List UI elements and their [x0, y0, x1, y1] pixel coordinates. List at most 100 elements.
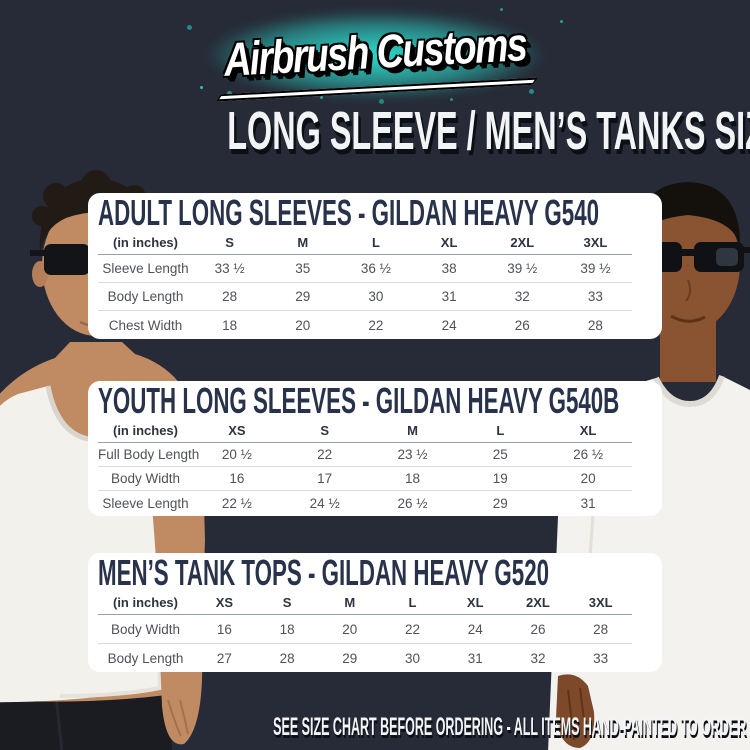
size-column-header: L: [496, 423, 505, 438]
size-value: 33: [593, 651, 609, 666]
size-value: 17: [317, 471, 333, 486]
row-label: Full Body Length: [98, 447, 200, 462]
table-row: Body Width 16 18 20 22 24 26 28: [98, 615, 632, 644]
table-row: Chest Width 18 20 22 24 26 28: [98, 311, 632, 339]
row-label: Chest Width: [108, 317, 183, 333]
table-header-row: (in inches) XS S M L XL 2XL 3XL: [98, 591, 632, 615]
youth-table-title: YOUTH LONG SLEEVES - GILDAN HEAVY G540B: [98, 380, 620, 421]
size-column-header: XL: [579, 423, 597, 438]
size-value: 29: [342, 651, 358, 666]
unit-label: (in inches): [112, 235, 178, 250]
table-row: Body Length 27 28 29 30 31 32 33: [98, 644, 632, 673]
size-value: 33 ½: [214, 261, 245, 276]
size-value: 31: [467, 651, 483, 666]
size-value: 18: [222, 317, 238, 333]
size-value: 35: [295, 261, 311, 276]
size-value: 22: [405, 621, 421, 637]
size-value: 26 ½: [397, 495, 428, 511]
size-value: 22: [368, 317, 384, 333]
size-value: 28: [587, 317, 603, 333]
size-value: 24: [441, 317, 457, 333]
size-value: 29: [295, 289, 311, 304]
size-column-header: L: [371, 235, 380, 250]
size-column-header: XS: [215, 595, 234, 610]
row-label: Body Length: [107, 651, 184, 666]
size-column-header: L: [408, 595, 417, 610]
size-value: 20: [580, 471, 596, 486]
size-value: 39 ½: [580, 261, 611, 276]
table-row: Sleeve Length 33 ½ 35 36 ½ 38 39 ½ 39 ½: [98, 255, 632, 283]
youth-long-sleeves-card: YOUTH LONG SLEEVES - GILDAN HEAVY G540B …: [88, 381, 662, 516]
size-value: 26: [514, 317, 530, 333]
size-value: 26: [530, 621, 546, 637]
size-value: 28: [593, 621, 609, 637]
adult-size-table: (in inches) S M L XL 2XL 3XL Sleeve Length 33 ½ 3…: [98, 231, 632, 339]
size-value: 25: [492, 447, 508, 462]
size-column-header: XL: [466, 595, 484, 610]
tanks-size-table: (in inches) XS S M L XL 2XL 3XL Body Width 16 18 20…: [98, 591, 632, 673]
size-value: 18: [279, 621, 295, 637]
row-label: Body Length: [107, 289, 184, 304]
size-value: 16: [229, 471, 245, 486]
row-label: Body Width: [110, 621, 181, 637]
size-value: 31: [441, 289, 457, 304]
size-value: 22: [317, 447, 333, 462]
size-value: 18: [404, 471, 420, 486]
size-value: 30: [405, 651, 421, 666]
page-title: LONG SLEEVE / MEN’S TANKS SIZE CHART: [227, 101, 750, 161]
table-row: Full Body Length 20 ½ 22 23 ½ 25 26 ½: [98, 443, 632, 467]
row-label: Sleeve Length: [102, 495, 189, 511]
size-value: 20: [295, 317, 311, 333]
youth-size-table: (in inches) XS S M L XL Full Body Length 20 ½ 22…: [98, 419, 632, 515]
size-value: 28: [279, 651, 295, 666]
size-value: 31: [580, 495, 596, 511]
size-value: 29: [492, 495, 508, 511]
table-row: Body Length 28 29 30 31 32 33: [98, 283, 632, 311]
size-column-header: 2XL: [526, 595, 550, 610]
table-row: Sleeve Length 22 ½ 24 ½ 26 ½ 29 31: [98, 491, 632, 515]
size-column-header: XL: [440, 235, 458, 250]
size-column-header: XS: [228, 423, 246, 438]
size-value: 32: [514, 289, 530, 304]
size-column-header: S: [282, 595, 292, 610]
size-value: 32: [530, 651, 546, 666]
row-label: Sleeve Length: [102, 261, 189, 276]
size-column-header: M: [297, 235, 309, 250]
size-column-header: 2XL: [510, 235, 535, 250]
footer-note: SEE SIZE CHART BEFORE ORDERING - ALL ITE…: [272, 713, 746, 741]
size-value: 30: [368, 289, 384, 304]
unit-label: (in inches): [112, 595, 178, 610]
size-value: 16: [216, 621, 232, 637]
size-value: 19: [492, 471, 508, 486]
size-value: 38: [441, 261, 457, 276]
size-value: 20 ½: [221, 447, 252, 462]
adult-table-title: ADULT LONG SLEEVES - GILDAN HEAVY G540: [98, 192, 600, 233]
size-value: 39 ½: [507, 261, 538, 276]
size-column-header: 3XL: [588, 595, 613, 610]
size-column-header: M: [407, 423, 418, 438]
size-value: 24 ½: [309, 495, 340, 511]
table-header-row: (in inches) S M L XL 2XL 3XL: [98, 231, 632, 255]
size-column-header: S: [320, 423, 330, 438]
size-column-header: S: [225, 235, 234, 250]
size-column-header: M: [344, 595, 356, 610]
size-value: 23 ½: [397, 447, 428, 462]
size-value: 28: [222, 289, 238, 304]
logo-spray-speckles: [200, 86, 203, 89]
size-value: 36 ½: [360, 261, 391, 276]
size-value: 24: [467, 621, 483, 637]
row-label: Body Width: [110, 471, 181, 486]
size-value: 26 ½: [573, 447, 604, 462]
mens-tank-tops-card: MEN’S TANK TOPS - GILDAN HEAVY G520 (in …: [88, 553, 662, 672]
size-value: 33: [587, 289, 603, 304]
tanks-table-title: MEN’S TANK TOPS - GILDAN HEAVY G520: [98, 552, 550, 593]
table-header-row: (in inches) XS S M L XL: [98, 419, 632, 443]
adult-long-sleeves-card: ADULT LONG SLEEVES - GILDAN HEAVY G540 (…: [88, 193, 662, 339]
size-value: 27: [216, 651, 232, 666]
table-row: Body Width 16 17 18 19 20: [98, 467, 632, 491]
brand-logo: Airbrush Customs: [156, 0, 594, 112]
unit-label: (in inches): [112, 423, 178, 438]
size-value: 20: [342, 621, 358, 637]
size-column-header: 3XL: [583, 235, 608, 250]
